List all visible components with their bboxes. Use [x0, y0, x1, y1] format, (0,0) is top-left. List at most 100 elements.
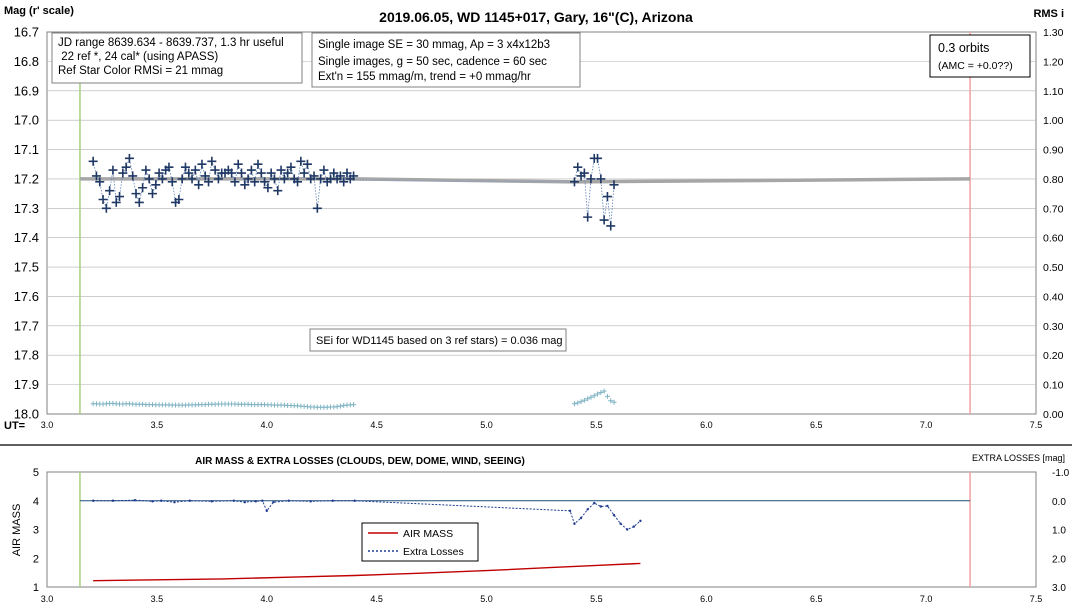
bottom-x-tick-label: 7.0: [920, 594, 933, 604]
top-x-tick-label: 5.0: [480, 420, 493, 430]
top-y-tick-label: 17.4: [14, 230, 39, 245]
top-y-tick-label: 17.6: [14, 289, 39, 304]
info-box: JD range 8639.634 - 8639.737, 1.3 hr use…: [51, 32, 303, 84]
magnitude-point: [273, 186, 283, 196]
magnitude-point: [147, 189, 157, 199]
magnitude-point: [204, 177, 214, 187]
magnitude-point: [599, 215, 609, 225]
bottom-y-tick-label: 5: [33, 467, 39, 479]
top-x-axis-prefix: UT=: [4, 420, 25, 432]
magnitude-point: [279, 174, 289, 184]
magnitude-point: [121, 162, 131, 172]
magnitude-point: [593, 153, 603, 163]
magnitude-point: [269, 174, 279, 184]
magnitude-point: [606, 221, 616, 231]
top-chart: 2019.06.05, WD 1145+017, Gary, 16"(C), A…: [4, 5, 1064, 432]
extra-losses-point: [612, 513, 616, 517]
top-x-tick-label: 6.0: [700, 420, 713, 430]
params-box: Single image SE = 30 mmag, Ap = 3 x4x12b…: [311, 32, 581, 88]
rms-series: [90, 388, 617, 410]
magnitude-point: [88, 156, 98, 166]
rms-point: [337, 403, 343, 409]
top-chart-title: 2019.06.05, WD 1145+017, Gary, 16"(C), A…: [379, 9, 693, 25]
magnitude-point: [312, 203, 322, 213]
magnitude-point: [105, 186, 115, 196]
orbits-line-1: 0.3 orbits: [938, 41, 989, 55]
legend-airmass-label: AIR MASS: [403, 528, 453, 540]
magnitude-point: [237, 168, 247, 178]
params-line-3: Ext'n = 155 mmag/m, trend = +0 mmag/hr: [318, 71, 531, 83]
top-x-tick-label: 6.5: [810, 420, 823, 430]
rms-point: [591, 393, 597, 399]
top-y-tick-label: 16.8: [14, 54, 39, 69]
magnitude-point: [569, 177, 579, 187]
bottom-x-tick-label: 7.5: [1030, 594, 1043, 604]
extra-losses-point: [331, 499, 334, 502]
bottom-vertical-markers: [79, 472, 971, 587]
magnitude-point: [286, 162, 296, 172]
magnitude-point: [177, 174, 187, 184]
magnitude-point: [187, 174, 197, 184]
top-y-axis-label: Mag (r' scale): [4, 5, 74, 17]
magnitude-point: [227, 168, 237, 178]
bottom-series: [91, 498, 642, 582]
top-y2-tick-label: 1.00: [1043, 115, 1064, 127]
top-y2-tick-label: 0.30: [1043, 321, 1064, 333]
top-y2-tick-label: 0.50: [1043, 262, 1064, 274]
magnitude-point: [233, 159, 243, 169]
extra-losses-point: [593, 501, 596, 505]
info-line-1: JD range 8639.634 - 8639.737, 1.3 hr use…: [58, 37, 284, 49]
top-y-tick-label: 17.5: [14, 260, 39, 275]
bottom-x-tick-label: 3.5: [151, 594, 164, 604]
top-y-tick-label: 17.3: [14, 201, 39, 216]
top-y2-tick-label: 0.40: [1043, 291, 1064, 303]
magnitude-point: [349, 171, 359, 181]
magnitude-point: [243, 174, 253, 184]
bottom-chart-title: AIR MASS & EXTRA LOSSES (CLOUDS, DEW, DO…: [195, 456, 525, 467]
extra-losses-point: [243, 500, 246, 504]
top-y2-tick-label: 0.10: [1043, 380, 1064, 392]
magnitude-point: [253, 159, 263, 169]
top-y2-tick-label: 0.00: [1043, 409, 1064, 421]
extra-losses-point: [232, 499, 236, 502]
top-y-tick-label: 17.8: [14, 348, 39, 363]
magnitude-point: [609, 180, 619, 190]
extra-losses-point: [173, 500, 176, 504]
rms-point: [595, 391, 601, 397]
magnitude-point: [144, 174, 154, 184]
bottom-x-tick-label: 4.5: [370, 594, 383, 604]
extra-losses-point: [639, 519, 642, 523]
bottom-x-tick-label: 6.0: [700, 594, 713, 604]
top-y2-axis-label: RMS i: [1033, 8, 1064, 20]
magnitude-point: [263, 183, 273, 193]
top-x-tick-label: 4.0: [261, 420, 274, 430]
legend: AIR MASS Extra Losses: [361, 522, 479, 562]
magnitude-point: [111, 197, 121, 207]
bottom-y2-tick-label: 0.0: [1052, 497, 1066, 508]
extra-losses-point: [619, 522, 622, 525]
magnitude-point: [134, 197, 144, 207]
rms-point: [604, 393, 610, 399]
top-y-tick-label: 18.0: [14, 407, 39, 422]
magnitude-point: [256, 168, 266, 178]
extra-losses-point: [188, 499, 192, 502]
bottom-y-tick-label: 2: [33, 553, 39, 565]
top-y2-tick-labels: 0.00 0.10 0.20 0.30 0.40 0.50 0.60 0.70 0.80 0.90…: [1043, 27, 1064, 421]
magnitude-point: [151, 180, 161, 190]
top-y-tick-label: 16.7: [14, 25, 39, 40]
bottom-x-tick-label: 5.5: [590, 594, 603, 604]
rms-point: [575, 400, 581, 406]
orbits-line-2: (AMC = +0.0??): [938, 60, 1013, 72]
magnitude-point: [210, 165, 220, 175]
top-x-tick-labels: 3.0 3.5 4.0 4.5 5.0 5.5 6.0 6.5 7.0 7.5: [41, 420, 1043, 430]
magnitude-point: [240, 180, 250, 190]
magnitude-point: [579, 168, 589, 178]
magnitude-point: [230, 177, 240, 187]
bottom-y2-tick-label: 1.0: [1052, 526, 1066, 537]
extra-losses-point: [573, 522, 576, 525]
extra-losses-point: [261, 499, 264, 502]
sei-box: SEi for WD1145 based on 3 ref stars) = 0…: [309, 328, 567, 352]
magnitude-point: [335, 171, 345, 181]
top-y-tick-label: 17.2: [14, 171, 39, 186]
